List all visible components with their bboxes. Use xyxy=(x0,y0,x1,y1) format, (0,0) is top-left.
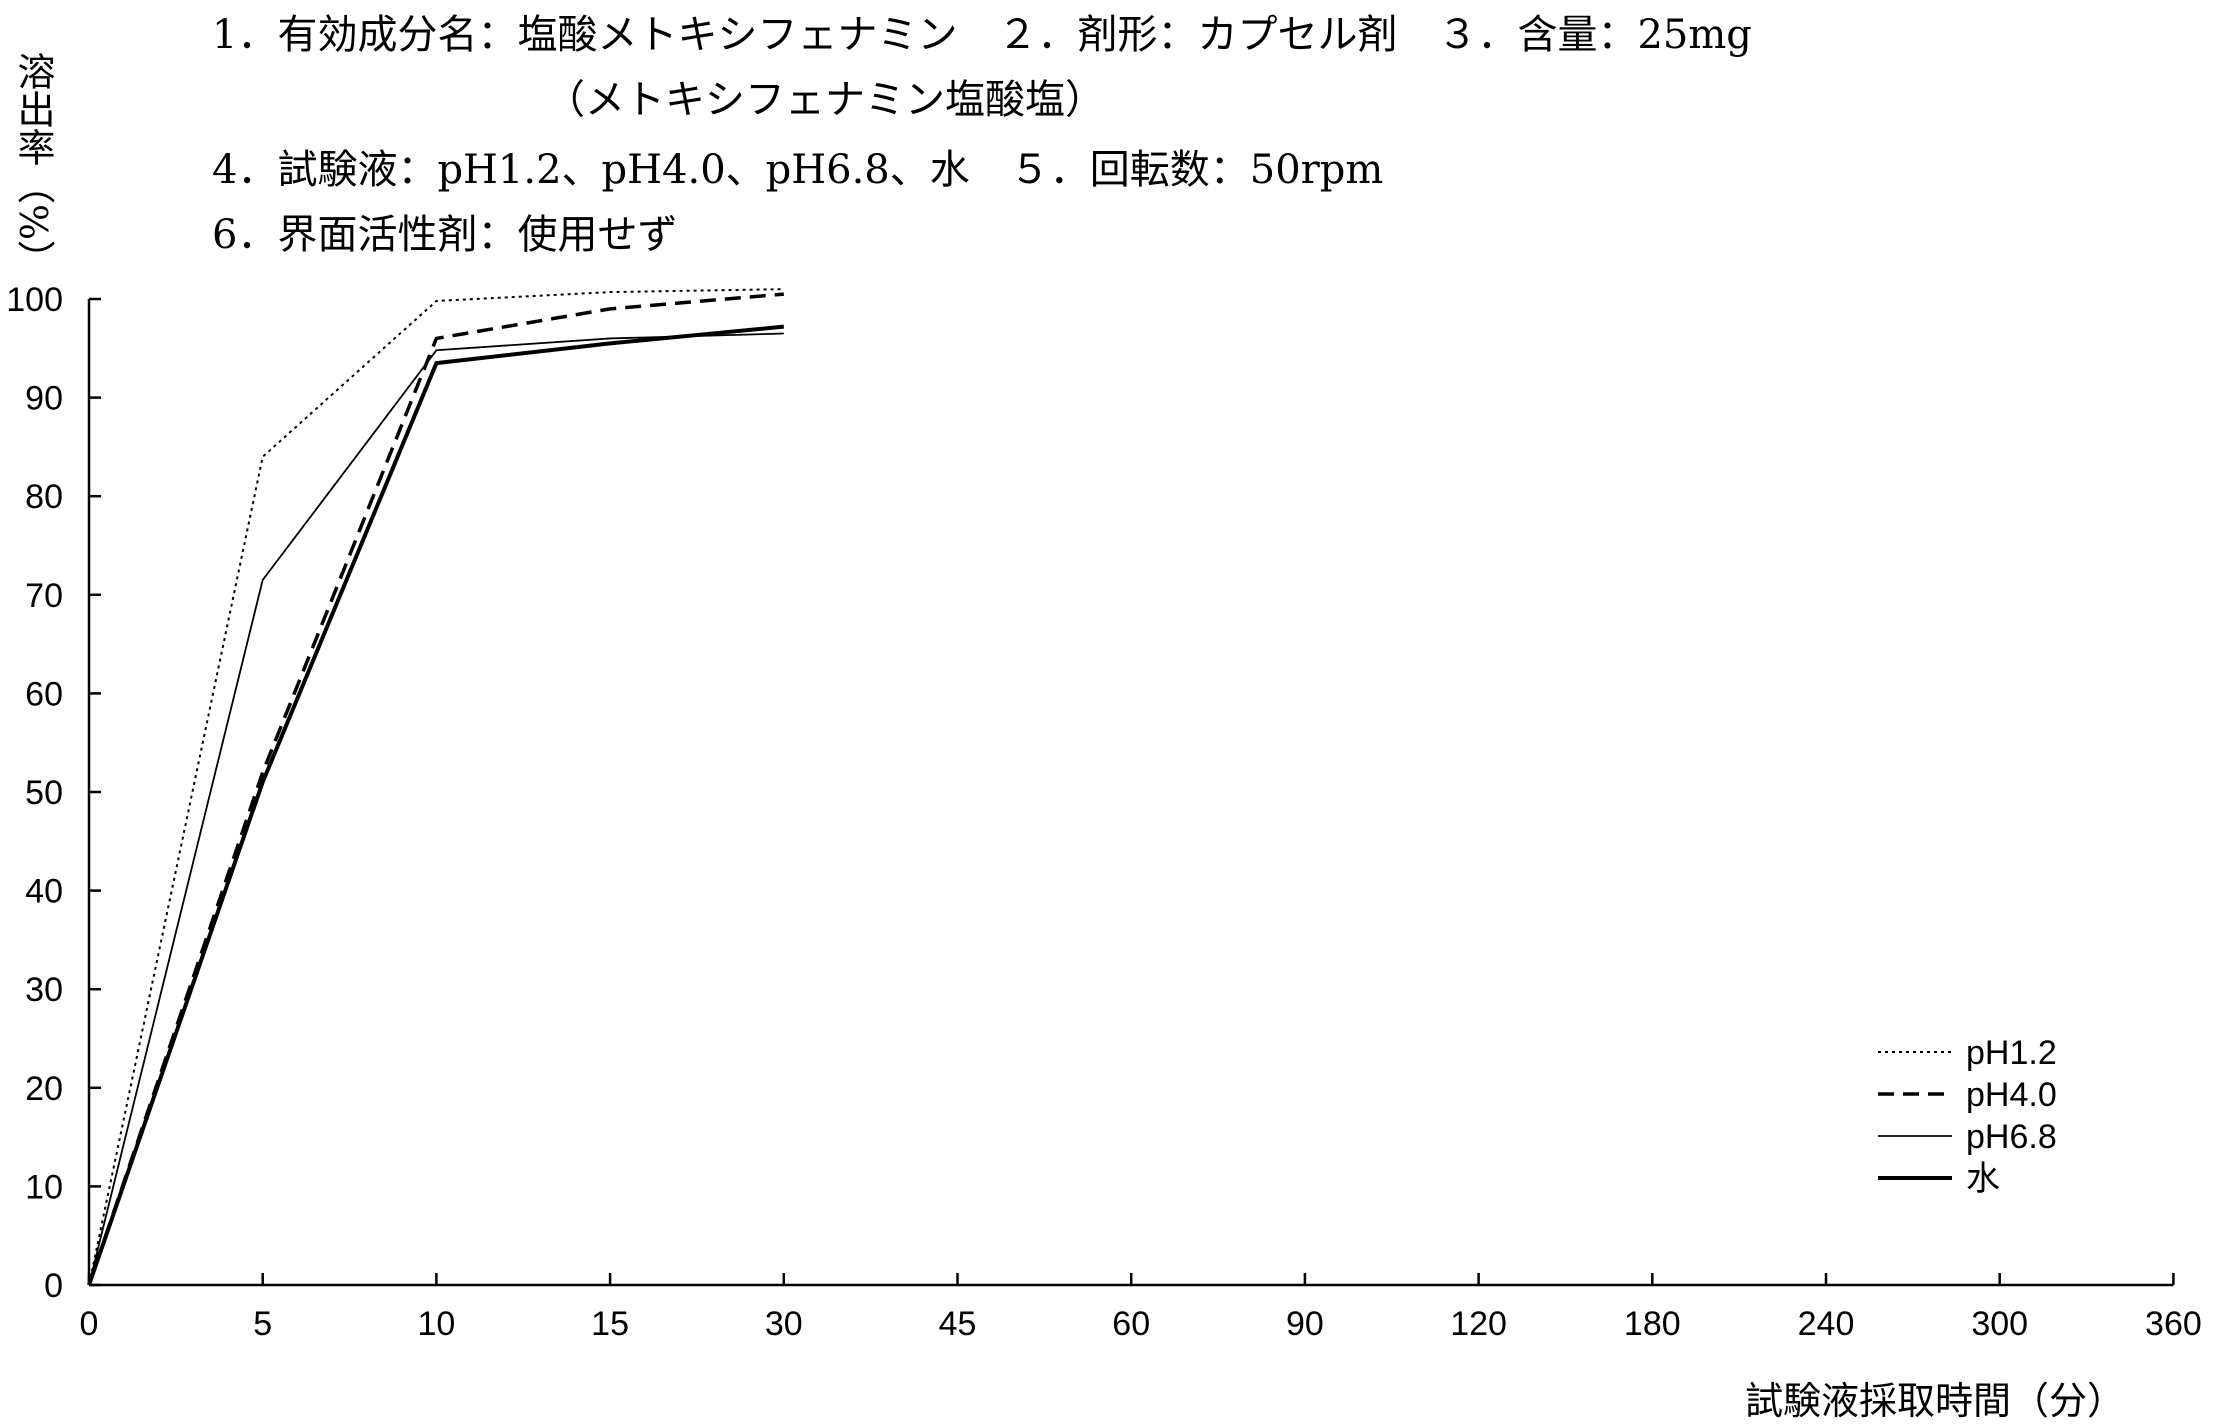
y-tick-label: 30 xyxy=(25,971,63,1009)
y-tick-label: 70 xyxy=(25,577,63,615)
x-tick-label: 15 xyxy=(591,1305,629,1343)
x-tick-label: 360 xyxy=(2145,1305,2202,1343)
series-line-pH1.2 xyxy=(88,288,784,1286)
legend-label: pH4.0 xyxy=(1966,1076,2057,1114)
header-line-3: 4．試験液：pH1.2、pH4.0、pH6.8、水 ５．回転数：50rpm xyxy=(212,147,1384,193)
legend-label: pH6.8 xyxy=(1966,1118,2057,1156)
x-tick-label: 5 xyxy=(253,1305,272,1343)
y-axis-label: 溶出率（%） xyxy=(11,52,55,279)
y-tick-label: 60 xyxy=(25,675,63,713)
legend-label: pH1.2 xyxy=(1966,1034,2057,1072)
y-tick-label: 90 xyxy=(25,380,63,418)
series-line-pH4.0 xyxy=(87,292,784,1286)
x-tick-label: 300 xyxy=(1971,1305,2028,1343)
y-tick-label: 100 xyxy=(6,281,63,319)
x-tick-label: 45 xyxy=(939,1305,977,1343)
x-tick-label: 180 xyxy=(1624,1305,1681,1343)
series-line-pH6.8 xyxy=(88,332,784,1286)
x-tick-label: 240 xyxy=(1798,1305,1855,1343)
x-tick-label: 60 xyxy=(1112,1305,1150,1343)
y-tick-label: 0 xyxy=(44,1267,63,1305)
x-axis-label: 試験液採取時間（分） xyxy=(1745,1379,2126,1423)
y-tick-label: 80 xyxy=(25,478,63,516)
legend-label: 水 xyxy=(1966,1160,2000,1198)
y-tick-label: 20 xyxy=(25,1070,63,1108)
y-tick-label: 10 xyxy=(25,1168,63,1206)
header-line-2: （メトキシフェナミン塩酸塩） xyxy=(545,77,1105,123)
y-tick-label: 40 xyxy=(25,873,63,911)
header-line-4: 6．界面活性剤：使用せず xyxy=(212,212,678,258)
series-line-水 xyxy=(87,324,784,1286)
x-tick-label: 120 xyxy=(1450,1305,1507,1343)
y-tick-label: 50 xyxy=(25,774,63,812)
x-tick-label: 0 xyxy=(80,1305,99,1343)
x-tick-label: 10 xyxy=(417,1305,455,1343)
header-line-1: 1．有効成分名：塩酸メトキシフェナミン ２．剤形：カプセル剤 ３．含量：25mg xyxy=(212,12,1752,58)
x-tick-label: 30 xyxy=(765,1305,803,1343)
x-tick-label: 90 xyxy=(1286,1305,1324,1343)
